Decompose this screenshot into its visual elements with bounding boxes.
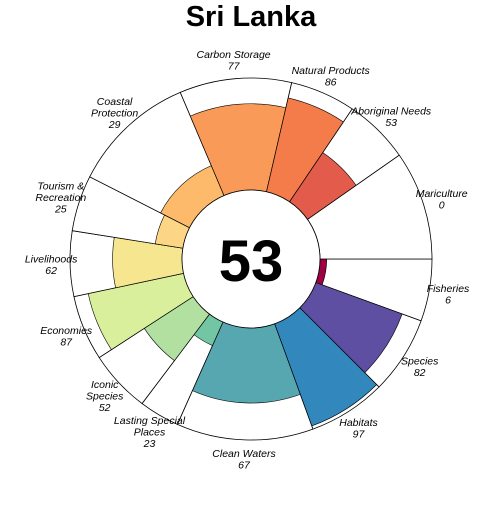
label-name-tourism-and-recreation: Tourism & — [37, 181, 84, 193]
label-name-habitats: Habitats — [339, 417, 378, 429]
label-natural-products: Natural Products 86 — [292, 65, 371, 89]
label-name-natural-products: Natural Products — [292, 65, 371, 77]
label-name-iconic-species: Iconic — [91, 379, 119, 391]
label-value-mariculture: 0 — [439, 200, 445, 212]
label-coastal-protection: Coastal Protection 29 — [91, 96, 138, 131]
label-fisheries: Fisheries 6 — [427, 283, 470, 307]
label-name-fisheries: Fisheries — [427, 283, 470, 295]
label-value-coastal-protection: 29 — [108, 119, 121, 131]
label-name-iconic-species: Species — [86, 390, 124, 402]
label-mariculture: Mariculture 0 — [416, 188, 468, 212]
label-species: Species 82 — [401, 356, 439, 380]
label-lasting-special-places: Lasting Special Places 23 — [114, 415, 186, 450]
label-name-clean-waters: Clean Waters — [212, 448, 276, 460]
label-clean-waters: Clean Waters 67 — [212, 448, 276, 472]
label-value-livelihoods: 62 — [45, 265, 57, 277]
label-value-fisheries: 6 — [445, 295, 451, 307]
label-value-natural-products: 86 — [325, 76, 337, 88]
label-name-aboriginal-needs: Aboriginal Needs — [350, 106, 432, 118]
label-iconic-species: Iconic Species 52 — [86, 379, 124, 414]
label-name-coastal-protection: Coastal — [97, 96, 133, 108]
petal-layer — [69, 77, 433, 441]
label-name-tourism-and-recreation: Recreation — [35, 192, 86, 204]
label-value-tourism-and-recreation: 25 — [54, 204, 67, 216]
label-name-coastal-protection: Protection — [91, 108, 138, 120]
label-name-economies: Economies — [40, 325, 93, 337]
label-name-mariculture: Mariculture — [416, 188, 468, 200]
label-habitats: Habitats 97 — [339, 417, 378, 441]
label-value-economies: 87 — [60, 336, 73, 348]
label-name-species: Species — [401, 356, 439, 368]
label-carbon-storage: Carbon Storage 77 — [197, 49, 271, 73]
label-name-livelihoods: Livelihoods — [25, 254, 78, 266]
label-value-aboriginal-needs: 53 — [385, 117, 397, 129]
label-value-clean-waters: 67 — [238, 460, 251, 472]
label-livelihoods: Livelihoods 62 — [25, 254, 78, 278]
label-value-carbon-storage: 77 — [228, 61, 241, 73]
label-tourism-and-recreation: Tourism & Recreation 25 — [35, 181, 86, 216]
label-value-iconic-species: 52 — [99, 402, 111, 414]
label-aboriginal-needs: Aboriginal Needs 53 — [350, 106, 432, 130]
overall-score: 53 — [219, 229, 284, 294]
center-circle — [181, 189, 321, 329]
label-name-carbon-storage: Carbon Storage — [197, 49, 271, 61]
label-economies: Economies 87 — [40, 325, 93, 349]
label-name-lasting-special-places: Places — [134, 426, 166, 438]
label-value-species: 82 — [414, 367, 426, 379]
chart-title: Sri Lanka — [186, 1, 317, 33]
label-name-lasting-special-places: Lasting Special — [114, 415, 186, 427]
label-value-habitats: 97 — [353, 428, 366, 440]
label-value-lasting-special-places: 23 — [143, 438, 156, 450]
